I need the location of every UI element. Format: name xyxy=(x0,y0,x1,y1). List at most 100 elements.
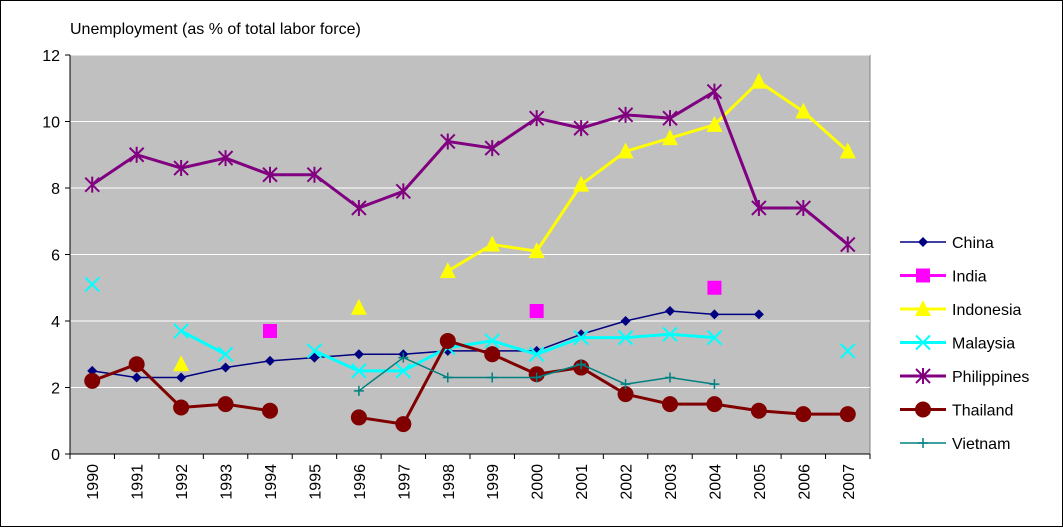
data-point xyxy=(528,242,545,259)
legend-label: Malaysia xyxy=(952,336,1015,353)
data-point xyxy=(665,306,675,317)
legend-label: Thailand xyxy=(952,403,1013,420)
data-point xyxy=(706,83,723,100)
data-point xyxy=(620,379,631,390)
y-tick-label: 6 xyxy=(51,248,60,265)
data-point xyxy=(528,346,545,362)
data-point xyxy=(487,372,498,383)
data-point xyxy=(665,372,675,383)
y-tick-label: 4 xyxy=(51,314,60,331)
data-point xyxy=(795,102,812,119)
data-point xyxy=(484,140,500,157)
x-tick-label: 1999 xyxy=(485,464,502,500)
data-point xyxy=(217,150,234,167)
data-point xyxy=(220,362,231,373)
legend-marker xyxy=(918,438,928,448)
data-point xyxy=(573,120,589,137)
x-tick-label: 2006 xyxy=(796,464,813,500)
data-point xyxy=(617,386,634,403)
data-point xyxy=(662,129,678,146)
legend-label: Philippines xyxy=(952,369,1029,386)
data-point xyxy=(706,329,723,346)
legend-label: Vietnam xyxy=(952,436,1010,453)
data-point xyxy=(709,379,720,390)
data-point xyxy=(262,402,278,419)
data-point xyxy=(262,166,278,183)
data-point xyxy=(573,175,590,192)
y-tick-label: 0 xyxy=(51,447,60,464)
data-point xyxy=(706,115,723,132)
data-point xyxy=(753,309,764,320)
data-point xyxy=(173,160,189,177)
y-tick-label: 8 xyxy=(51,181,60,198)
x-tick-label: 2007 xyxy=(841,464,858,500)
data-point xyxy=(84,276,100,293)
y-tick-label: 12 xyxy=(42,48,60,65)
data-point xyxy=(709,309,720,320)
x-tick-label: 1990 xyxy=(85,464,102,500)
x-tick-label: 1997 xyxy=(396,464,413,500)
x-tick-label: 1993 xyxy=(219,464,236,500)
data-point xyxy=(131,372,142,383)
legend-label: China xyxy=(952,235,994,252)
data-point xyxy=(395,363,412,379)
data-point xyxy=(395,416,412,433)
data-point xyxy=(751,199,767,216)
x-tick-label: 1992 xyxy=(174,464,191,500)
data-point xyxy=(707,280,722,295)
data-point xyxy=(173,399,190,416)
data-point xyxy=(217,346,234,362)
data-point xyxy=(217,396,234,413)
x-tick-label: 1994 xyxy=(263,464,280,500)
legend-label: India xyxy=(952,269,987,286)
data-point xyxy=(750,402,767,419)
data-point xyxy=(84,372,101,389)
data-point xyxy=(309,352,320,363)
data-point xyxy=(795,406,812,423)
data-point xyxy=(398,352,409,363)
y-tick-label: 10 xyxy=(42,115,60,132)
data-point xyxy=(306,166,323,183)
data-point xyxy=(484,333,500,349)
data-point xyxy=(484,235,501,252)
data-point xyxy=(128,356,145,373)
data-point xyxy=(173,355,190,372)
legend-marker xyxy=(915,401,931,418)
data-point xyxy=(128,146,145,163)
data-point xyxy=(662,396,678,413)
data-point xyxy=(840,343,856,359)
data-point xyxy=(84,176,100,193)
data-point xyxy=(265,355,275,366)
legend-marker xyxy=(915,300,931,316)
data-point xyxy=(795,199,812,216)
data-point xyxy=(306,343,323,359)
data-point xyxy=(839,406,856,423)
x-tick-label: 1991 xyxy=(130,464,147,500)
data-point xyxy=(176,372,187,383)
data-point xyxy=(484,346,501,363)
data-point xyxy=(531,372,542,383)
legend-marker xyxy=(915,368,931,384)
x-tick-label: 1995 xyxy=(307,464,324,500)
series-line xyxy=(91,89,849,246)
x-tick-label: 2004 xyxy=(707,464,724,500)
legend-marker xyxy=(918,237,928,247)
data-point xyxy=(750,72,767,89)
data-point xyxy=(529,304,544,319)
data-point xyxy=(442,372,453,383)
data-point xyxy=(353,385,364,396)
x-tick-label: 2000 xyxy=(530,464,547,500)
data-point xyxy=(617,142,634,159)
x-tick-label: 2005 xyxy=(752,464,769,500)
x-tick-label: 1996 xyxy=(352,464,369,500)
data-point xyxy=(620,316,631,326)
data-point xyxy=(662,326,678,343)
data-point xyxy=(395,183,412,200)
data-point xyxy=(662,110,678,127)
data-point xyxy=(617,106,634,123)
data-point xyxy=(350,409,367,426)
data-point xyxy=(617,329,634,346)
data-point xyxy=(173,323,189,339)
data-point xyxy=(263,323,277,338)
